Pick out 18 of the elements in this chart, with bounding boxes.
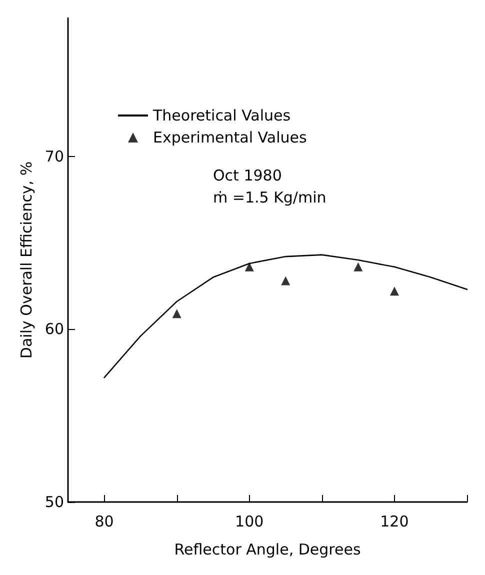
x-tick-label: 120 (380, 512, 409, 530)
point (281, 276, 290, 286)
legend-label: Experimental Values (153, 128, 307, 146)
point (354, 262, 363, 272)
point (244, 262, 254, 272)
y-tick-label: 60 (44, 320, 64, 338)
legend-label: Theoretical Values (152, 106, 291, 124)
annotation: ṁ =1.5 Kg/min (213, 188, 326, 206)
y-tick-label: 70 (44, 147, 64, 166)
annotation: Oct 1980 (213, 166, 282, 184)
y-tick-label: 50 (44, 493, 64, 511)
point (172, 309, 182, 318)
point (390, 286, 399, 296)
x-axis-title: Reflector Angle, Degrees (174, 540, 361, 558)
line-series (104, 254, 468, 378)
y-axis-title: Daily Overall Efficiency, % (18, 161, 36, 359)
x-tick-label: 100 (235, 512, 264, 530)
x-tick-label: 80 (94, 512, 114, 530)
